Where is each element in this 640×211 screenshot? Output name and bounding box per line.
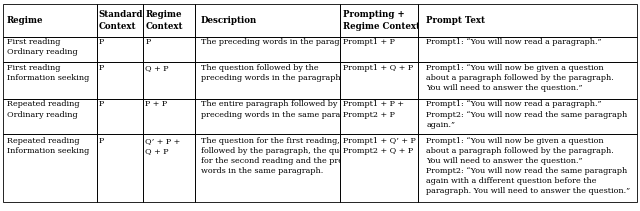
Bar [417, 99, 637, 134]
Bar [195, 134, 340, 202]
Bar [417, 134, 637, 202]
Text: Prompting +
Regime Context: Prompting + Regime Context [343, 10, 420, 31]
Bar [3, 99, 97, 134]
Text: Repeated reading
Ordinary reading: Repeated reading Ordinary reading [7, 100, 79, 119]
Text: Prompt1: “You will now be given a question
about a paragraph followed by the par: Prompt1: “You will now be given a questi… [426, 137, 630, 195]
Text: Q + P: Q + P [145, 64, 169, 72]
Bar [340, 37, 417, 62]
Bar [3, 37, 97, 62]
Text: Description: Description [201, 16, 257, 25]
Bar [143, 99, 195, 134]
Bar [195, 99, 340, 134]
Bar [417, 62, 637, 99]
Bar [97, 134, 143, 202]
Text: Prompt1 + P: Prompt1 + P [343, 38, 395, 46]
Text: P: P [145, 38, 150, 46]
Bar [97, 62, 143, 99]
Text: Regime
Context: Regime Context [145, 10, 183, 31]
Text: The question followed by the
preceding words in the paragraph.: The question followed by the preceding w… [201, 64, 343, 82]
Text: P: P [99, 100, 104, 108]
Bar [340, 62, 417, 99]
Bar [3, 134, 97, 202]
Bar [417, 37, 637, 62]
Bar [97, 99, 143, 134]
Text: Prompt1 + Q’ + P +
Prompt2 + Q + P: Prompt1 + Q’ + P + Prompt2 + Q + P [343, 137, 424, 155]
Text: Standard
Context: Standard Context [99, 10, 143, 31]
Text: Prompt1 + Q + P: Prompt1 + Q + P [343, 64, 413, 72]
Bar [3, 62, 97, 99]
Bar [143, 4, 195, 37]
Text: Prompt Text: Prompt Text [426, 16, 485, 25]
Text: Prompt1: “You will now read a paragraph.”
Prompt2: “You will now read the same p: Prompt1: “You will now read a paragraph.… [426, 100, 628, 129]
Text: P + P: P + P [145, 100, 168, 108]
Text: Prompt1: “You will now read a paragraph.”: Prompt1: “You will now read a paragraph.… [426, 38, 602, 46]
Text: P: P [99, 137, 104, 145]
Bar [195, 4, 340, 37]
Bar [143, 37, 195, 62]
Bar [340, 134, 417, 202]
Bar [143, 62, 195, 99]
Text: The entire paragraph followed by the
preceding words in the same paragraph.: The entire paragraph followed by the pre… [201, 100, 367, 119]
Bar [143, 134, 195, 202]
Text: P: P [99, 38, 104, 46]
Text: Repeated reading
Information seeking: Repeated reading Information seeking [7, 137, 89, 155]
Bar [340, 99, 417, 134]
Text: P: P [99, 64, 104, 72]
Bar [417, 4, 637, 37]
Text: First reading
Information seeking: First reading Information seeking [7, 64, 89, 82]
Text: Prompt1 + P +
Prompt2 + P: Prompt1 + P + Prompt2 + P [343, 100, 404, 119]
Text: Q’ + P +
Q + P: Q’ + P + Q + P [145, 137, 180, 155]
Bar [195, 62, 340, 99]
Bar [3, 4, 97, 37]
Bar [97, 4, 143, 37]
Bar [97, 37, 143, 62]
Bar [195, 37, 340, 62]
Text: The question for the first reading,
followed by the paragraph, the question
for : The question for the first reading, foll… [201, 137, 371, 175]
Text: Regime: Regime [7, 16, 44, 25]
Text: Prompt1: “You will now be given a question
about a paragraph followed by the par: Prompt1: “You will now be given a questi… [426, 64, 614, 92]
Text: The preceding words in the paragraph.: The preceding words in the paragraph. [201, 38, 361, 46]
Text: First reading
Ordinary reading: First reading Ordinary reading [7, 38, 77, 56]
Bar [340, 4, 417, 37]
